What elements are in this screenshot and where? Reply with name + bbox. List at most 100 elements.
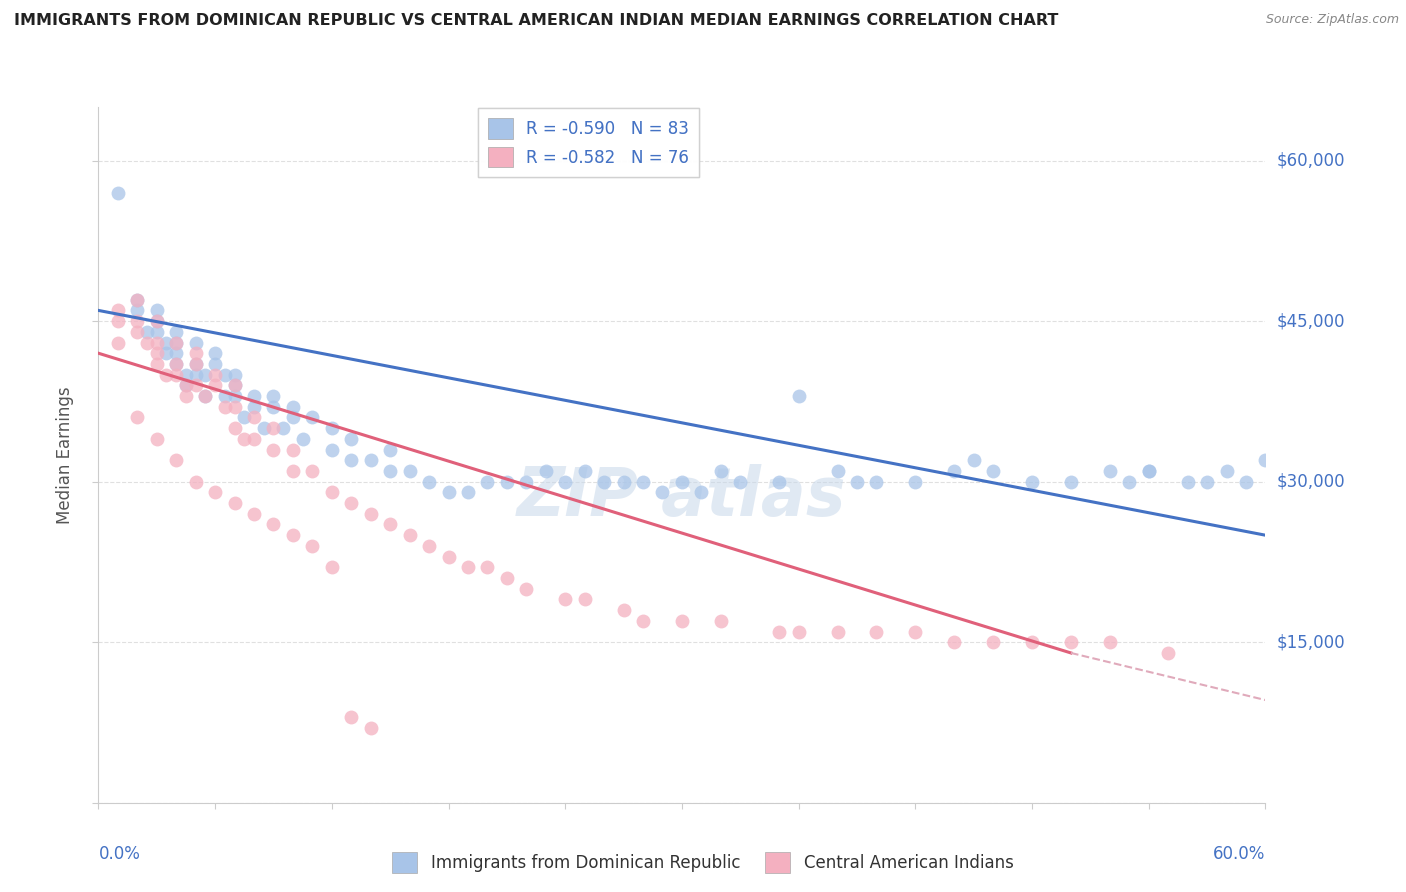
- Y-axis label: Median Earnings: Median Earnings: [56, 386, 75, 524]
- Point: [904, 624, 927, 639]
- Point: [827, 624, 849, 639]
- Point: [184, 346, 207, 360]
- Point: [184, 475, 207, 489]
- Point: [378, 517, 402, 532]
- Point: [204, 346, 226, 360]
- Point: [534, 464, 557, 478]
- Point: [554, 475, 576, 489]
- Point: [155, 368, 177, 382]
- Point: [214, 400, 236, 414]
- Point: [127, 293, 149, 307]
- Point: [865, 624, 887, 639]
- Point: [224, 389, 246, 403]
- Point: [136, 335, 159, 350]
- Point: [214, 389, 236, 403]
- Point: [281, 410, 304, 425]
- Point: [262, 389, 284, 403]
- Point: [768, 475, 790, 489]
- Point: [321, 442, 343, 457]
- Point: [827, 464, 849, 478]
- Point: [730, 475, 752, 489]
- Point: [165, 453, 187, 467]
- Point: [495, 475, 517, 489]
- Point: [127, 303, 149, 318]
- Point: [554, 592, 576, 607]
- Point: [690, 485, 713, 500]
- Point: [477, 475, 499, 489]
- Point: [962, 453, 984, 467]
- Point: [1157, 646, 1180, 660]
- Point: [515, 582, 537, 596]
- Point: [340, 432, 363, 446]
- Point: [281, 442, 304, 457]
- Point: [165, 335, 187, 350]
- Point: [768, 624, 790, 639]
- Point: [360, 453, 382, 467]
- Point: [146, 303, 169, 318]
- Point: [204, 368, 226, 382]
- Point: [262, 421, 284, 435]
- Point: [321, 421, 343, 435]
- Text: Source: ZipAtlas.com: Source: ZipAtlas.com: [1265, 13, 1399, 27]
- Point: [943, 464, 966, 478]
- Point: [651, 485, 673, 500]
- Point: [340, 453, 363, 467]
- Point: [1177, 475, 1199, 489]
- Point: [174, 368, 197, 382]
- Point: [194, 389, 217, 403]
- Point: [233, 432, 256, 446]
- Point: [301, 539, 323, 553]
- Point: [398, 528, 420, 542]
- Point: [165, 357, 187, 371]
- Point: [1118, 475, 1140, 489]
- Point: [155, 335, 177, 350]
- Point: [194, 389, 217, 403]
- Point: [107, 314, 129, 328]
- Point: [1021, 635, 1043, 649]
- Point: [671, 475, 693, 489]
- Point: [943, 635, 966, 649]
- Point: [243, 389, 266, 403]
- Point: [378, 464, 402, 478]
- Text: $30,000: $30,000: [1277, 473, 1346, 491]
- Point: [184, 335, 207, 350]
- Point: [631, 475, 654, 489]
- Point: [981, 464, 1004, 478]
- Point: [204, 378, 226, 392]
- Point: [378, 442, 402, 457]
- Point: [1060, 475, 1083, 489]
- Point: [281, 528, 304, 542]
- Point: [136, 325, 159, 339]
- Point: [1215, 464, 1237, 478]
- Point: [127, 293, 149, 307]
- Point: [1021, 475, 1043, 489]
- Point: [214, 368, 236, 382]
- Point: [262, 442, 284, 457]
- Point: [127, 325, 149, 339]
- Point: [224, 400, 246, 414]
- Point: [631, 614, 654, 628]
- Point: [340, 710, 363, 724]
- Point: [174, 378, 197, 392]
- Point: [224, 368, 246, 382]
- Point: [243, 400, 266, 414]
- Point: [710, 614, 733, 628]
- Point: [787, 389, 810, 403]
- Point: [1137, 464, 1160, 478]
- Point: [671, 614, 693, 628]
- Point: [1195, 475, 1218, 489]
- Point: [107, 186, 129, 200]
- Point: [904, 475, 927, 489]
- Point: [865, 475, 887, 489]
- Point: [204, 357, 226, 371]
- Point: [224, 421, 246, 435]
- Text: 0.0%: 0.0%: [98, 845, 141, 863]
- Point: [146, 314, 169, 328]
- Point: [418, 475, 440, 489]
- Legend: R = -0.590   N = 83, R = -0.582   N = 76: R = -0.590 N = 83, R = -0.582 N = 76: [478, 109, 699, 178]
- Point: [165, 346, 187, 360]
- Point: [184, 368, 207, 382]
- Point: [243, 432, 266, 446]
- Point: [262, 517, 284, 532]
- Point: [155, 346, 177, 360]
